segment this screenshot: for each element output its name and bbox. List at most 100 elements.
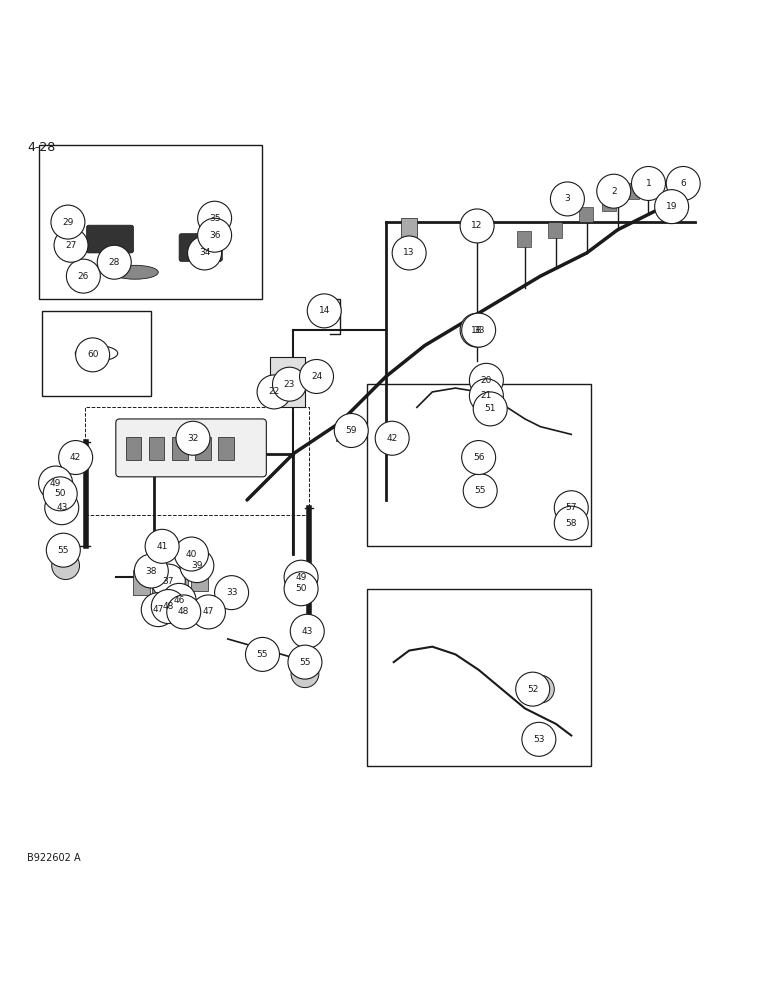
Circle shape (375, 421, 409, 455)
Circle shape (215, 576, 249, 610)
Circle shape (307, 294, 341, 328)
Text: 22: 22 (269, 387, 279, 396)
Text: 26: 26 (78, 272, 89, 281)
Circle shape (288, 645, 322, 679)
Bar (517, 231, 531, 247)
Text: 42: 42 (70, 453, 81, 462)
Text: 58: 58 (566, 519, 577, 528)
Text: 50: 50 (296, 584, 306, 593)
Circle shape (145, 529, 179, 563)
Text: 34: 34 (199, 248, 210, 257)
FancyBboxPatch shape (179, 234, 222, 261)
Circle shape (97, 245, 131, 279)
Text: 40: 40 (186, 550, 197, 559)
Circle shape (39, 466, 73, 500)
Text: 21: 21 (481, 391, 492, 400)
Text: 55: 55 (257, 650, 268, 659)
Circle shape (52, 552, 80, 580)
Bar (172, 437, 188, 460)
Bar (85, 407, 309, 515)
Text: 20: 20 (481, 376, 492, 385)
Text: 33: 33 (473, 326, 484, 335)
Bar (126, 437, 141, 460)
Circle shape (300, 359, 334, 393)
Circle shape (666, 166, 700, 200)
Circle shape (151, 590, 185, 624)
Text: 33: 33 (226, 588, 237, 597)
Text: B922602 A: B922602 A (27, 853, 80, 863)
Circle shape (176, 421, 210, 455)
Text: 49: 49 (296, 573, 306, 582)
Text: 23: 23 (284, 380, 295, 389)
Circle shape (516, 672, 550, 706)
Text: 42: 42 (387, 434, 398, 443)
Text: 39: 39 (191, 561, 202, 570)
Text: 35: 35 (209, 214, 220, 223)
Circle shape (134, 554, 168, 588)
Circle shape (469, 363, 503, 397)
Circle shape (198, 218, 232, 252)
Text: 52: 52 (527, 685, 538, 694)
Circle shape (597, 174, 631, 208)
Text: 51: 51 (485, 404, 496, 413)
Text: 37: 37 (163, 577, 174, 586)
Circle shape (392, 236, 426, 270)
Text: 43: 43 (56, 503, 67, 512)
Bar (469, 318, 485, 332)
Circle shape (245, 637, 279, 671)
Circle shape (51, 205, 85, 239)
Text: 18: 18 (472, 326, 482, 335)
Circle shape (655, 190, 689, 224)
Text: 13: 13 (404, 248, 415, 257)
Circle shape (46, 533, 80, 567)
Text: 59: 59 (346, 426, 357, 435)
Circle shape (141, 593, 175, 627)
Text: 55: 55 (475, 486, 486, 495)
Circle shape (54, 228, 88, 262)
Text: 14: 14 (319, 306, 330, 315)
Bar (367, 384, 591, 546)
Circle shape (554, 506, 588, 540)
Text: 60: 60 (87, 350, 98, 359)
FancyBboxPatch shape (86, 225, 134, 253)
Circle shape (45, 491, 79, 525)
Circle shape (43, 477, 77, 511)
Bar (548, 222, 562, 238)
FancyBboxPatch shape (116, 419, 266, 477)
Circle shape (284, 572, 318, 606)
Ellipse shape (112, 265, 158, 279)
Text: 27: 27 (66, 241, 76, 250)
Circle shape (174, 537, 208, 571)
Circle shape (460, 209, 494, 243)
Text: 55: 55 (300, 658, 310, 667)
Bar (367, 589, 591, 766)
Text: 19: 19 (666, 202, 677, 211)
Circle shape (469, 379, 503, 413)
Bar (625, 183, 639, 199)
Bar (133, 570, 150, 595)
Circle shape (554, 491, 588, 525)
Text: 1: 1 (645, 179, 652, 188)
Circle shape (290, 614, 324, 648)
Text: 28: 28 (109, 258, 120, 267)
Text: 6: 6 (680, 179, 686, 188)
Circle shape (180, 549, 214, 583)
Bar (336, 421, 359, 441)
Text: 57: 57 (566, 503, 577, 512)
Bar (602, 195, 616, 211)
Circle shape (162, 583, 196, 617)
Circle shape (463, 474, 497, 508)
Circle shape (151, 564, 185, 598)
Circle shape (284, 560, 318, 594)
Circle shape (334, 414, 368, 448)
Circle shape (527, 675, 554, 703)
Bar (218, 437, 234, 460)
Bar (149, 437, 164, 460)
Text: 24: 24 (311, 372, 322, 381)
Text: 2: 2 (611, 187, 617, 196)
Text: 49: 49 (50, 479, 61, 488)
Text: 47: 47 (203, 607, 214, 616)
Circle shape (191, 595, 225, 629)
Circle shape (66, 259, 100, 293)
Text: 32: 32 (188, 434, 198, 443)
